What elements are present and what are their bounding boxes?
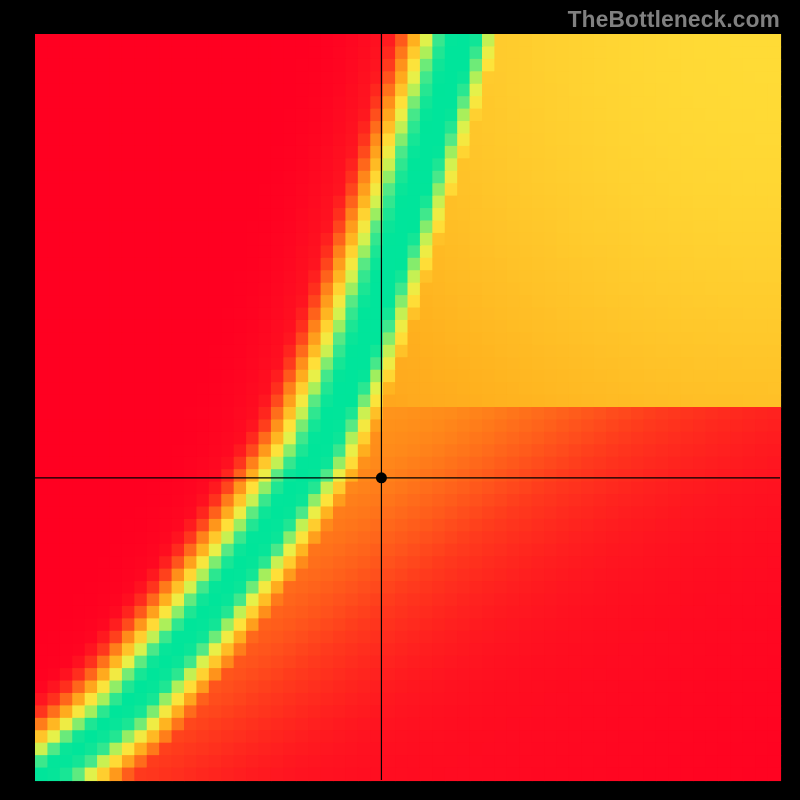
watermark-text: TheBottleneck.com — [568, 6, 780, 33]
chart-container: TheBottleneck.com — [0, 0, 800, 800]
bottleneck-heatmap — [0, 0, 800, 800]
